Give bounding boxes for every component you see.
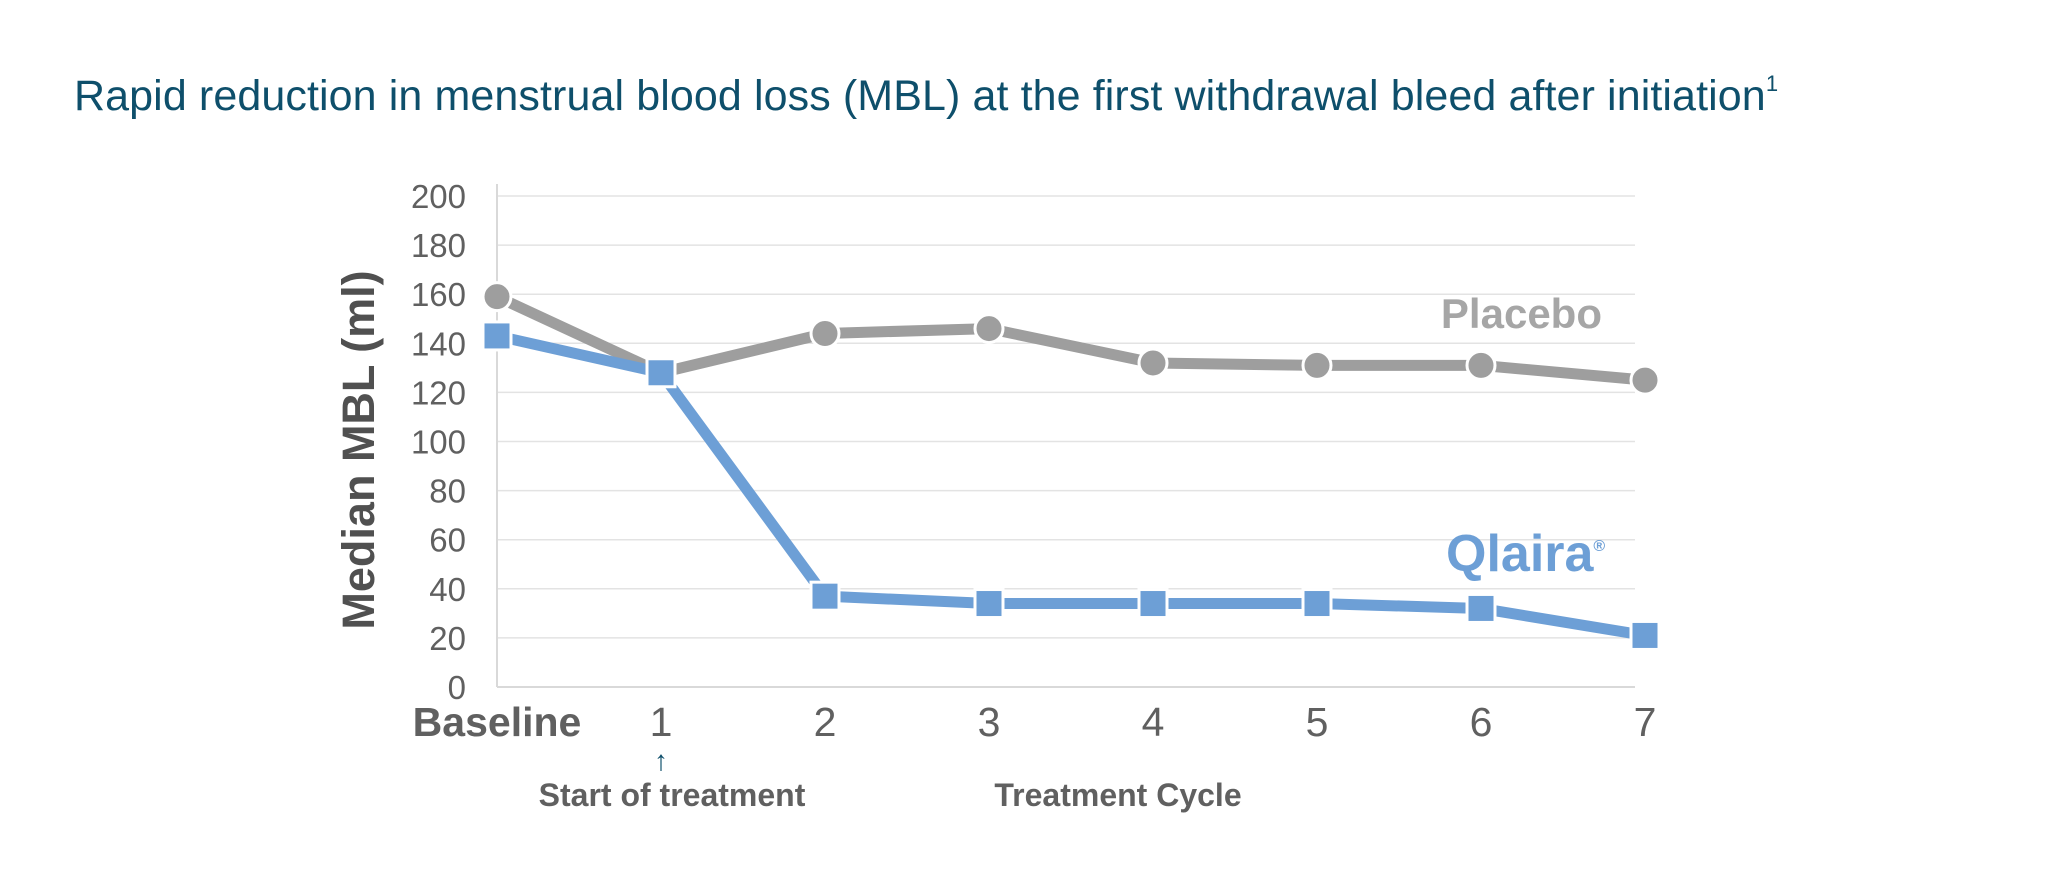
- y-tick-label: 120: [411, 374, 466, 411]
- y-tick-label: 160: [411, 276, 466, 313]
- qlaira-point: [1465, 592, 1497, 624]
- qlaira-series-label: Qlaira®: [1446, 525, 1605, 583]
- chart-title: Rapid reduction in menstrual blood loss …: [74, 70, 1779, 121]
- x-axis: Baseline 1 2 3 4 5 6 7: [413, 686, 1657, 745]
- gridlines: [497, 195, 1635, 639]
- y-tick-label: 200: [411, 178, 466, 215]
- x-tick-label: 7: [1634, 699, 1657, 745]
- y-axis-title: Median MBL (ml): [333, 270, 384, 629]
- y-tick-label: 0: [448, 669, 466, 706]
- placebo-point: [809, 317, 841, 349]
- placebo-point: [1137, 347, 1169, 379]
- title-footnote-ref: 1: [1765, 70, 1779, 96]
- x-tick-label: 6: [1470, 699, 1493, 745]
- y-tick-label: 100: [411, 424, 466, 461]
- y-tick-label: 80: [429, 473, 466, 510]
- start-arrow-icon: ↑: [654, 745, 668, 776]
- x-tick-label-baseline: Baseline: [413, 699, 582, 745]
- placebo-point: [1301, 349, 1333, 381]
- y-tick-label: 20: [429, 620, 466, 657]
- placebo-series-label: Placebo: [1441, 290, 1602, 337]
- qlaira-point: [809, 580, 841, 612]
- placebo-point: [1465, 349, 1497, 381]
- placebo-point: [973, 313, 1005, 345]
- start-of-treatment-label: Start of treatment: [539, 777, 806, 813]
- qlaira-point: [481, 320, 513, 352]
- placebo-point: [1629, 364, 1661, 396]
- placebo-point: [481, 281, 513, 313]
- placebo-line: [491, 291, 1651, 386]
- x-tick-label: 2: [814, 699, 837, 745]
- x-tick-label: 1: [650, 699, 673, 745]
- qlaira-point: [1301, 588, 1333, 620]
- qlaira-point: [1629, 619, 1661, 651]
- x-tick-label: 5: [1306, 699, 1329, 745]
- x-axis-title: Treatment Cycle: [994, 777, 1241, 813]
- qlaira-point: [1137, 588, 1169, 620]
- x-tick-label: 4: [1142, 699, 1165, 745]
- y-tick-label: 140: [411, 325, 466, 362]
- qlaira-point: [973, 588, 1005, 620]
- chart-title-text: Rapid reduction in menstrual blood loss …: [74, 72, 1766, 120]
- series-qlaira: [481, 320, 1661, 651]
- y-tick-label: 180: [411, 227, 466, 264]
- y-tick-label: 40: [429, 571, 466, 608]
- y-tick-label: 60: [429, 522, 466, 559]
- registered-mark: ®: [1593, 538, 1605, 555]
- qlaira-line: [491, 330, 1651, 641]
- qlaira-point: [645, 357, 677, 389]
- series-layer: [481, 281, 1661, 651]
- x-tick-label: 3: [978, 699, 1001, 745]
- labels-layer: ↑Start of treatment Treatment Cycle Placeb…: [539, 290, 1606, 813]
- qlaira-label-text: Qlaira: [1446, 525, 1594, 583]
